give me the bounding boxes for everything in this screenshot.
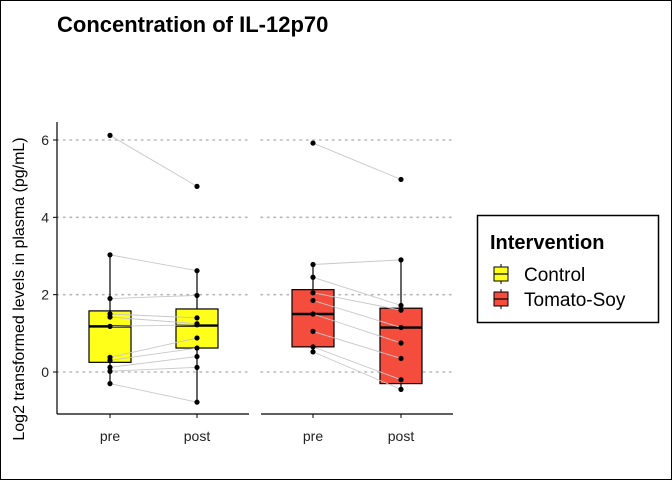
chart-title: Concentration of IL-12p70 xyxy=(57,12,328,37)
data-point-pre xyxy=(310,297,316,304)
y-tick-label: 6 xyxy=(41,132,49,148)
paired-line xyxy=(109,254,198,272)
boxplot-post xyxy=(379,259,423,390)
data-point-post xyxy=(398,257,404,263)
panel-tomato-soy: pre post xyxy=(260,139,454,444)
data-point-pre xyxy=(310,349,316,355)
data-point-pre xyxy=(107,132,113,138)
y-axis-label: Log2 transformed levels in plasma (pg/mL… xyxy=(11,137,28,440)
data-point-post xyxy=(194,399,200,405)
paired-line xyxy=(109,134,198,187)
legend-item-tomato-soy: Tomato-Soy xyxy=(493,289,626,311)
paired-lines xyxy=(109,134,198,403)
legend-title: Intervention xyxy=(490,232,604,254)
data-point-post xyxy=(398,176,404,183)
data-point-post xyxy=(398,355,404,362)
data-point-post xyxy=(398,386,404,392)
plot-panels: 0 2 4 6 pre post pre post xyxy=(41,122,454,444)
legend-label: Tomato-Soy xyxy=(524,290,626,311)
data-point-pre xyxy=(107,252,113,258)
paired-line xyxy=(109,324,198,327)
data-point-pre xyxy=(107,364,113,370)
legend-label: Control xyxy=(524,265,585,286)
paired-line xyxy=(109,347,198,361)
paired-line xyxy=(109,313,198,319)
x-tick-label: post xyxy=(184,428,211,444)
x-tick-label: pre xyxy=(303,428,323,444)
paired-line xyxy=(312,259,402,265)
data-points xyxy=(107,132,200,405)
data-points xyxy=(310,140,404,392)
data-point-post xyxy=(194,353,200,360)
data-point-pre xyxy=(107,368,113,374)
data-point-pre xyxy=(310,274,316,280)
data-point-post xyxy=(194,345,200,351)
y-tick-label: 2 xyxy=(41,287,49,303)
data-point-pre xyxy=(310,311,316,317)
data-point-pre xyxy=(107,295,113,302)
paired-line xyxy=(312,142,402,180)
data-point-post xyxy=(398,307,404,313)
paired-line xyxy=(109,383,198,403)
x-tick-label: pre xyxy=(100,428,120,444)
box-iqr xyxy=(379,307,423,385)
paired-line xyxy=(312,351,402,390)
box-iqr xyxy=(175,308,219,349)
data-point-pre xyxy=(107,323,113,329)
paired-line xyxy=(312,300,402,328)
data-point-post xyxy=(398,377,404,383)
data-point-post xyxy=(398,324,404,331)
paired-line xyxy=(312,313,402,344)
legend: Intervention Control Tomato-Soy xyxy=(476,214,660,324)
paired-line xyxy=(312,292,402,311)
y-tick-label: 0 xyxy=(41,364,49,380)
paired-line xyxy=(312,276,402,306)
paired-line xyxy=(109,366,198,372)
paired-line xyxy=(109,356,198,368)
paired-line xyxy=(312,330,402,359)
data-point-post xyxy=(194,364,200,370)
data-point-pre xyxy=(310,261,316,268)
data-point-post xyxy=(194,183,200,189)
data-point-post xyxy=(398,340,404,346)
data-point-post xyxy=(194,335,200,341)
data-point-pre xyxy=(310,140,316,146)
data-point-post xyxy=(194,315,200,321)
data-point-post xyxy=(398,302,404,309)
y-tick-label: 4 xyxy=(41,209,49,225)
paired-line xyxy=(109,294,198,299)
data-point-pre xyxy=(310,328,316,334)
data-point-pre xyxy=(310,344,316,350)
paired-line xyxy=(109,316,198,325)
data-point-pre xyxy=(107,357,113,363)
x-tick-label: post xyxy=(388,428,415,444)
data-point-pre xyxy=(107,314,113,320)
legend-item-control: Control xyxy=(493,264,585,286)
paired-line xyxy=(312,346,402,381)
data-point-post xyxy=(194,292,200,299)
data-point-pre xyxy=(107,381,113,387)
data-point-post xyxy=(194,268,200,274)
paired-lines xyxy=(312,142,402,390)
panel-control: 0 2 4 6 pre post xyxy=(41,122,250,444)
data-point-pre xyxy=(310,290,316,296)
data-point-post xyxy=(194,322,200,328)
paired-line xyxy=(109,337,198,358)
